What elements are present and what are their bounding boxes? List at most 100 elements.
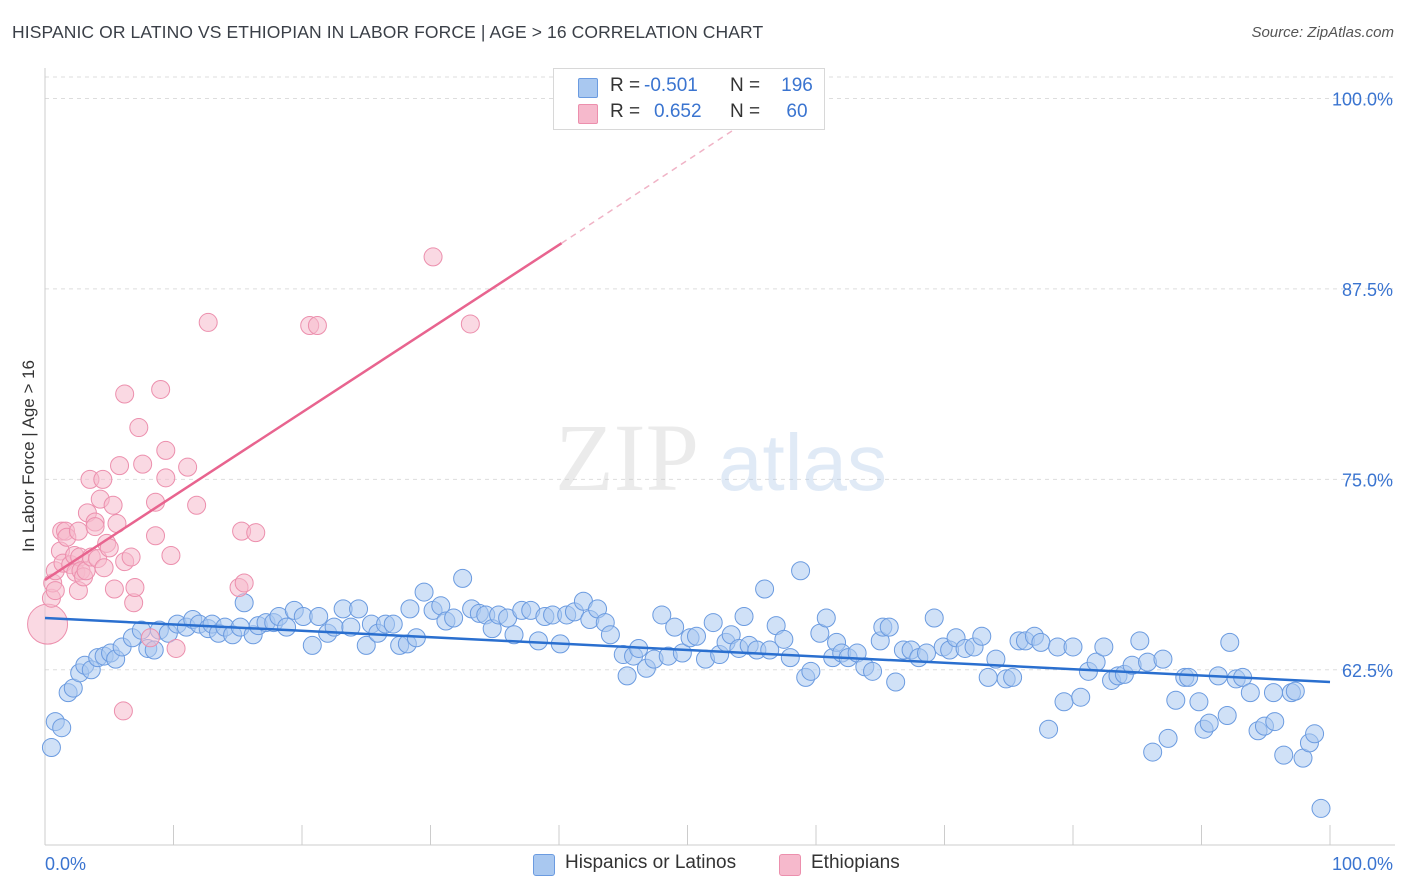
data-point-hispanics — [528, 631, 548, 651]
data-point-hispanics — [1063, 637, 1083, 657]
data-point-hispanics — [703, 613, 723, 633]
y-tick-label: 75.0% — [1342, 470, 1393, 490]
data-point-ethiopians — [45, 581, 65, 601]
data-point-hispanics — [1054, 692, 1074, 712]
data-point-hispanics — [924, 608, 944, 628]
data-point-hispanics — [816, 608, 836, 628]
data-point-hispanics — [755, 579, 775, 599]
watermark-atlas: atlas — [718, 418, 887, 507]
legend-r-label: R = — [610, 75, 641, 96]
data-point-ethiopians — [110, 456, 130, 476]
trend-line-ethiopians-extension — [561, 113, 759, 244]
data-point-hispanics — [917, 643, 937, 663]
data-point-hispanics — [414, 582, 434, 602]
legend-n-value: 60 — [786, 101, 808, 122]
data-point-hispanics — [978, 667, 998, 687]
data-point-hispanics — [1158, 728, 1178, 748]
data-point-hispanics — [886, 672, 906, 692]
y-tick-label: 62.5% — [1342, 661, 1393, 681]
data-point-hispanics — [453, 568, 473, 588]
data-point-ethiopians — [121, 547, 141, 567]
stats-legend: R = -0.501 N = 196 R = 0.652 N = 60 — [553, 68, 825, 130]
data-point-hispanics — [1274, 745, 1294, 765]
data-point-hispanics — [1094, 637, 1114, 657]
series-hispanics-or-latinos — [41, 561, 1331, 818]
data-point-hispanics — [1285, 681, 1305, 701]
legend-n-label: N = — [730, 101, 761, 122]
data-point-ethiopians — [94, 558, 114, 578]
data-point-ethiopians — [151, 379, 171, 399]
data-point-ethiopians — [246, 523, 266, 543]
data-point-ethiopians — [133, 454, 153, 474]
data-point-hispanics — [879, 617, 899, 637]
axes — [44, 68, 1395, 846]
data-point-ethiopians — [156, 440, 176, 460]
data-point-hispanics — [1263, 683, 1283, 703]
data-point-hispanics — [504, 625, 524, 645]
data-point-hispanics — [780, 648, 800, 668]
data-point-ethiopians — [146, 526, 166, 546]
data-point-hispanics — [665, 617, 685, 637]
data-point-hispanics — [774, 629, 794, 649]
data-point-ethiopians — [113, 701, 133, 721]
trend-lines — [44, 113, 1331, 684]
legend-n-value: 196 — [781, 75, 813, 96]
data-point-ethiopians — [198, 312, 218, 332]
data-point-ethiopians — [161, 546, 181, 566]
trend-line-ethiopians — [44, 242, 563, 581]
data-point-hispanics — [652, 605, 672, 625]
legend-swatch-pink — [779, 854, 801, 876]
data-point-hispanics — [1189, 692, 1209, 712]
tick-labels: 62.5% 75.0% 87.5% 100.0% 0.0% 100.0% — [45, 89, 1393, 874]
data-point-hispanics — [1220, 632, 1240, 652]
data-point-hispanics — [1003, 667, 1023, 687]
data-point-hispanics — [1199, 713, 1219, 733]
data-point-hispanics — [341, 617, 361, 637]
y-tick-label: 100.0% — [1332, 89, 1393, 109]
data-point-hispanics — [863, 661, 883, 681]
data-point-hispanics — [1143, 742, 1163, 762]
data-point-hispanics — [1265, 712, 1285, 732]
data-point-hispanics — [1130, 631, 1150, 651]
data-point-hispanics — [1217, 706, 1237, 725]
data-point-ethiopians — [104, 579, 124, 599]
data-point-hispanics — [302, 635, 322, 655]
legend-swatch-pink — [578, 104, 598, 124]
data-point-ethiopians — [27, 603, 69, 645]
data-point-hispanics — [277, 617, 297, 637]
y-tick-label: 87.5% — [1342, 280, 1393, 300]
data-point-hispanics — [41, 737, 61, 757]
legend-swatch-blue — [578, 78, 598, 98]
data-point-hispanics — [600, 625, 620, 645]
data-point-hispanics — [1153, 649, 1173, 669]
data-point-ethiopians — [93, 469, 113, 489]
data-point-hispanics — [734, 606, 754, 626]
data-point-hispanics — [1071, 687, 1091, 707]
data-point-ethiopians — [460, 314, 480, 334]
data-point-ethiopians — [68, 521, 88, 541]
data-point-ethiopians — [307, 315, 327, 335]
legend-n-label: N = — [730, 75, 761, 96]
data-point-ethiopians — [103, 495, 123, 515]
data-point-hispanics — [356, 635, 376, 655]
data-point-hispanics — [791, 561, 811, 581]
data-point-ethiopians — [125, 578, 145, 598]
data-point-ethiopians — [187, 495, 207, 515]
data-point-hispanics — [444, 608, 464, 628]
data-point-hispanics — [801, 661, 821, 681]
data-point-hispanics — [986, 649, 1006, 669]
legend-r-label: R = — [610, 101, 641, 122]
x-tick-label: 100.0% — [1332, 854, 1393, 874]
data-point-hispanics — [400, 599, 420, 619]
data-point-hispanics — [972, 626, 992, 646]
data-point-ethiopians — [115, 384, 135, 404]
x-tick-label: 0.0% — [45, 854, 86, 874]
data-point-hispanics — [1031, 632, 1051, 652]
data-point-hispanics — [52, 718, 72, 738]
data-point-hispanics — [1138, 652, 1158, 672]
data-point-ethiopians — [178, 457, 198, 477]
data-point-hispanics — [1166, 690, 1186, 710]
data-point-hispanics — [1179, 667, 1199, 687]
y-axis-label: In Labor Force | Age > 16 — [19, 360, 38, 552]
